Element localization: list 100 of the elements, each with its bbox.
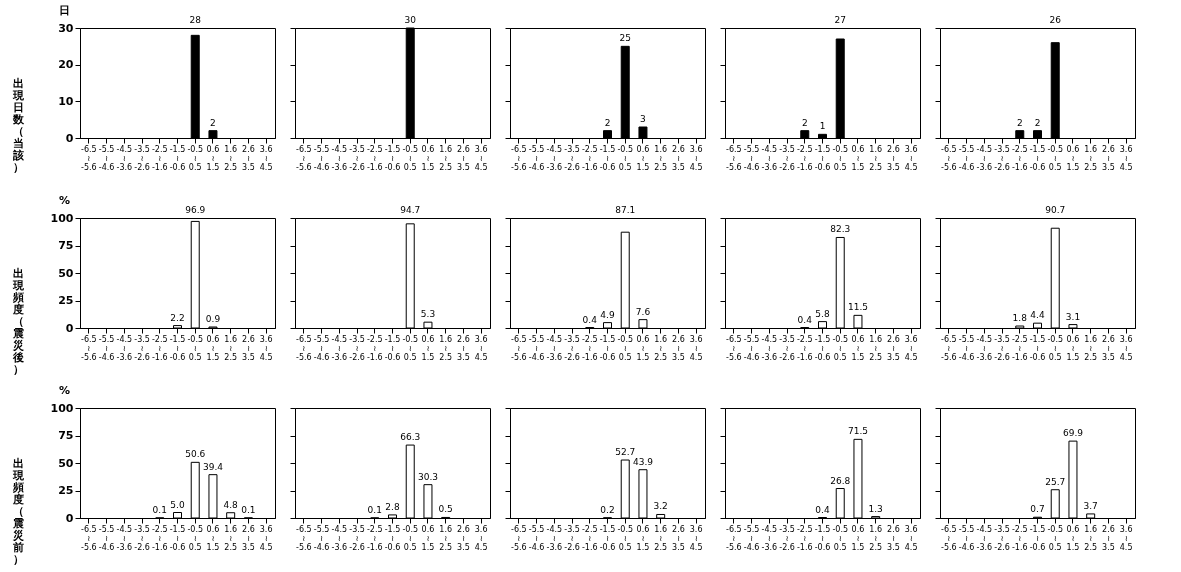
data-label: 1.8 <box>1012 313 1028 324</box>
x-tick-label: 1.6 ≀ 2.5 <box>1084 524 1098 552</box>
x-tick-label: 1.6 ≀ 2.5 <box>869 524 883 552</box>
x-tick-label: -5.5 ≀ -4.6 <box>313 144 330 172</box>
y-tick-label: 0 <box>65 321 74 335</box>
x-tick-label: -0.5 ≀ 0.5 <box>187 334 204 362</box>
x-tick-label: -4.5 ≀ -3.6 <box>976 524 993 552</box>
y-tick-label: 25 <box>58 294 74 307</box>
x-tick-label: 1.6 ≀ 2.5 <box>1084 144 1098 172</box>
data-label: 1 <box>819 121 826 132</box>
x-tick-label: -4.5 ≀ -3.6 <box>331 524 348 552</box>
x-tick-label: 0.6 ≀ 1.5 <box>206 524 220 552</box>
x-tick-label: -6.5 ≀ -5.6 <box>81 334 97 362</box>
y-tick-label: 20 <box>58 58 74 72</box>
data-label: 0.1 <box>152 504 167 515</box>
data-label: 26 <box>1049 15 1062 25</box>
x-tick-label: 3.6 ≀ 4.5 <box>1119 524 1133 552</box>
x-tick-label: -3.5 ≀ -2.6 <box>349 334 365 362</box>
y-tick-label: 75 <box>58 239 74 252</box>
x-tick-label: 2.6 ≀ 3.5 <box>887 334 900 362</box>
x-tick-label: -6.5 ≀ -5.6 <box>941 524 957 552</box>
x-tick-label: 0.6 ≀ 1.5 <box>1066 334 1080 362</box>
x-tick-label: 2.6 ≀ 3.5 <box>242 144 255 172</box>
x-tick-label: 0.6 ≀ 1.5 <box>636 524 650 552</box>
text: 出現頻度（震災後） <box>13 266 24 376</box>
x-tick-label: -1.5 ≀ -0.6 <box>814 524 831 552</box>
x-tick-label: -3.5 ≀ -2.6 <box>349 524 365 552</box>
x-tick-label: -5.5 ≀ -4.6 <box>958 334 975 362</box>
x-tick-label: -4.5 ≀ -3.6 <box>976 334 993 362</box>
x-tick-label: 3.6 ≀ 4.5 <box>689 334 703 362</box>
x-tick-label: -5.5 ≀ -4.6 <box>958 144 975 172</box>
x-tick-label: -0.5 ≀ 0.5 <box>617 144 634 172</box>
x-tick-label: 1.6 ≀ 2.5 <box>224 334 238 362</box>
x-tick-label: -4.5 ≀ -3.6 <box>116 144 133 172</box>
data-label: 27 <box>834 15 846 25</box>
x-tick-label: -6.5 ≀ -5.6 <box>726 144 742 172</box>
x-tick-label: 3.6 ≀ 4.5 <box>474 144 488 172</box>
data-label: 5.3 <box>420 309 436 320</box>
x-tick-label: 3.6 ≀ 4.5 <box>1119 144 1133 172</box>
x-tick-label: -0.5 ≀ 0.5 <box>402 524 419 552</box>
x-tick-label: -6.5 ≀ -5.6 <box>296 144 312 172</box>
data-label: 69.9 <box>1062 428 1084 439</box>
data-label: 30.3 <box>417 471 438 482</box>
data-label: 2 <box>801 117 808 128</box>
y-tick-label: 75 <box>58 429 74 442</box>
text: 出現頻度（震災前） <box>13 456 24 566</box>
data-label: 0.4 <box>797 314 813 325</box>
x-tick-label: -2.5 ≀ -1.6 <box>151 524 168 552</box>
x-tick-label: 3.6 ≀ 4.5 <box>904 334 918 362</box>
x-tick-label: 1.6 ≀ 2.5 <box>654 524 668 552</box>
data-label: 3.7 <box>1083 500 1098 511</box>
x-tick-label: 2.6 ≀ 3.5 <box>672 334 685 362</box>
x-tick-label: 3.6 ≀ 4.5 <box>474 334 488 362</box>
y-tick-label: 0 <box>65 131 74 145</box>
x-tick-label: -4.5 ≀ -3.6 <box>546 144 563 172</box>
y-tick-label: 50 <box>58 456 74 470</box>
x-tick-label: -2.5 ≀ -1.6 <box>581 144 598 172</box>
y-tick-label: 50 <box>58 266 74 280</box>
x-tick-label: -3.5 ≀ -2.6 <box>779 524 795 552</box>
x-tick-label: -3.5 ≀ -2.6 <box>349 144 365 172</box>
data-label: 4.8 <box>223 499 239 510</box>
text: % <box>58 194 70 207</box>
x-tick-label: -3.5 ≀ -2.6 <box>994 524 1010 552</box>
x-tick-label: 2.6 ≀ 3.5 <box>457 334 470 362</box>
y-tick-label: 100 <box>50 401 74 415</box>
x-tick-label: -5.5 ≀ -4.6 <box>313 334 330 362</box>
data-label: 0.5 <box>438 504 453 515</box>
data-label: 94.7 <box>400 205 421 215</box>
x-tick-label: -6.5 ≀ -5.6 <box>511 334 527 362</box>
x-tick-label: -1.5 ≀ -0.6 <box>1029 334 1046 362</box>
x-tick-label: -2.5 ≀ -1.6 <box>581 334 598 362</box>
x-tick-label: 0.6 ≀ 1.5 <box>421 144 435 172</box>
x-tick-label: -6.5 ≀ -5.6 <box>726 524 742 552</box>
x-tick-label: -5.5 ≀ -4.6 <box>98 144 115 172</box>
data-label: 25.7 <box>1045 476 1066 487</box>
x-tick-label: -2.5 ≀ -1.6 <box>366 144 383 172</box>
x-tick-label: -2.5 ≀ -1.6 <box>796 334 813 362</box>
data-label: 3 <box>640 114 646 124</box>
x-tick-label: 0.6 ≀ 1.5 <box>421 524 435 552</box>
x-tick-label: -4.5 ≀ -3.6 <box>976 144 993 172</box>
data-label: 7.6 <box>635 306 651 317</box>
x-tick-label: -4.5 ≀ -3.6 <box>116 334 133 362</box>
x-tick-label: -2.5 ≀ -1.6 <box>366 334 383 362</box>
data-label: 3.2 <box>653 501 668 512</box>
x-tick-label: -4.5 ≀ -3.6 <box>331 334 348 362</box>
y-tick-label: 100 <box>50 211 74 225</box>
x-tick-label: -0.5 ≀ 0.5 <box>402 334 419 362</box>
x-tick-label: 2.6 ≀ 3.5 <box>457 524 470 552</box>
x-tick-label: 2.6 ≀ 3.5 <box>1102 524 1115 552</box>
x-tick-label: -3.5 ≀ -2.6 <box>779 334 795 362</box>
x-tick-label: -3.5 ≀ -2.6 <box>564 144 580 172</box>
x-tick-label: -0.5 ≀ 0.5 <box>1047 524 1064 552</box>
x-tick-label: -3.5 ≀ -2.6 <box>134 524 150 552</box>
data-label: 25 <box>619 33 631 44</box>
x-tick-label: -1.5 ≀ -0.6 <box>814 144 831 172</box>
x-tick-label: -6.5 ≀ -5.6 <box>511 524 527 552</box>
data-label: 66.3 <box>400 432 421 443</box>
x-tick-label: -2.5 ≀ -1.6 <box>581 524 598 552</box>
x-tick-label: -0.5 ≀ 0.5 <box>617 524 634 552</box>
data-label: 2 <box>1034 117 1041 128</box>
